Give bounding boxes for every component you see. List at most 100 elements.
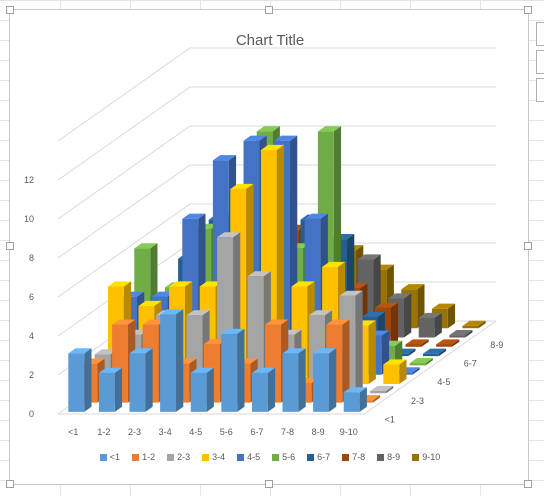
bar-<1-9-10 <box>343 387 367 412</box>
bar-top <box>251 367 276 373</box>
bar-side <box>84 348 92 412</box>
bar-top <box>401 284 425 290</box>
bar-front <box>190 372 207 412</box>
legend-item[interactable]: 2-3 <box>167 452 190 462</box>
bar-front <box>98 372 115 412</box>
bar-side <box>298 348 306 412</box>
y-tick-label: 4 <box>29 331 34 341</box>
bar-side <box>390 302 399 347</box>
bar-top <box>274 135 298 141</box>
bar-<1-8-9 <box>313 348 337 412</box>
chart-filters-button[interactable] <box>536 78 544 102</box>
bar-top <box>169 281 193 287</box>
legend[interactable]: <1 1-2 2-3 3-4 4-5 5-6 6-7 7-8 8-9 9-10 <box>0 452 540 462</box>
bar-front <box>370 390 387 394</box>
legend-label: 8-9 <box>387 452 401 462</box>
depth-tick-label: 6-7 <box>464 359 477 369</box>
resize-handle-bottom-left[interactable] <box>6 480 14 488</box>
legend-item[interactable]: 3-4 <box>202 452 225 462</box>
bar-top <box>243 135 267 141</box>
legend-item[interactable]: 1-2 <box>132 452 155 462</box>
bar-side <box>421 339 429 347</box>
bar-front <box>313 353 330 412</box>
bar-top <box>247 271 271 277</box>
bar-6-7-9-10 <box>422 348 447 357</box>
bar-top <box>98 367 123 373</box>
bar-side <box>237 328 245 412</box>
bar-<1-4-5 <box>190 367 214 412</box>
legend-label: 5-6 <box>282 452 296 462</box>
depth-tick-label: <1 <box>385 414 395 424</box>
x-tick-label: 6-7 <box>250 427 263 437</box>
legend-item[interactable]: 7-8 <box>342 452 365 462</box>
bar-front <box>221 333 238 412</box>
resize-handle-left[interactable] <box>6 242 14 250</box>
bar-side <box>404 293 412 338</box>
bar-top <box>374 302 399 308</box>
bar-3-4-9-10 <box>383 359 407 385</box>
x-tick-label: 4-5 <box>189 427 202 437</box>
bar-8-9-8-9 <box>418 312 442 338</box>
bar-top <box>212 155 237 161</box>
resize-handle-top-left[interactable] <box>6 6 14 14</box>
bar-front <box>409 363 426 366</box>
legend-item[interactable]: 8-9 <box>377 452 400 462</box>
bar-top <box>68 348 92 354</box>
gridline <box>57 203 496 298</box>
bar-side <box>408 348 416 357</box>
bar-top <box>186 310 210 316</box>
resize-handle-top-right[interactable] <box>524 6 532 14</box>
bar-top <box>418 312 442 319</box>
bar-<1-7-8 <box>282 348 306 412</box>
chart-styles-button[interactable] <box>536 50 544 74</box>
bar-top <box>94 349 118 355</box>
floor-edge <box>58 320 497 415</box>
bar-front <box>383 364 400 385</box>
bar-front <box>418 318 435 338</box>
resize-handle-top[interactable] <box>265 6 273 14</box>
legend-item[interactable]: 5-6 <box>272 452 295 462</box>
y-tick-label: 10 <box>24 214 34 224</box>
legend-item[interactable]: 6-7 <box>307 452 330 462</box>
bar-side <box>452 339 460 347</box>
resize-handle-bottom[interactable] <box>265 480 273 488</box>
bar-top <box>112 319 136 325</box>
bar-top <box>182 213 206 219</box>
legend-item[interactable]: 4-5 <box>237 452 260 462</box>
bar-8-9-9-10 <box>449 330 473 338</box>
legend-label: 4-5 <box>247 452 261 462</box>
bar-top <box>230 183 254 190</box>
bar-top <box>317 126 342 132</box>
chart-title[interactable]: Chart Title <box>235 32 305 49</box>
resize-handle-bottom-right[interactable] <box>524 480 532 488</box>
legend-swatch <box>412 453 420 461</box>
bar-top <box>308 310 333 316</box>
value-axis: 0 2 4 6 8 10 12 <box>24 175 34 419</box>
resize-handle-right[interactable] <box>524 242 532 250</box>
bar-side <box>355 290 363 394</box>
depth-tick-label: 4-5 <box>437 377 450 387</box>
bar-top <box>449 330 473 336</box>
legend-label: 3-4 <box>212 452 226 462</box>
x-tick-label: 2-3 <box>128 427 141 437</box>
x-tick-label: 3-4 <box>159 427 172 437</box>
legend-item[interactable]: <1 <box>99 452 120 462</box>
x-tick-label: 5-6 <box>220 427 233 437</box>
legend-item[interactable]: 9-10 <box>412 452 440 462</box>
bar-side <box>176 309 184 412</box>
bar-side <box>465 330 473 338</box>
bar-<1-2-3 <box>129 348 153 412</box>
bar-front <box>343 392 360 412</box>
legend-label: 1-2 <box>142 452 156 462</box>
legend-label: 9-10 <box>422 452 441 462</box>
y-tick-label: 8 <box>29 253 34 263</box>
y-tick-label: 0 <box>29 409 34 419</box>
bar-top <box>361 311 385 318</box>
bar-side <box>395 340 403 366</box>
bar-top <box>291 281 315 287</box>
x-tick-label: 1-2 <box>97 427 110 437</box>
gridline <box>57 47 496 142</box>
chart-elements-button[interactable] <box>536 22 544 46</box>
legend-swatch <box>132 453 140 461</box>
